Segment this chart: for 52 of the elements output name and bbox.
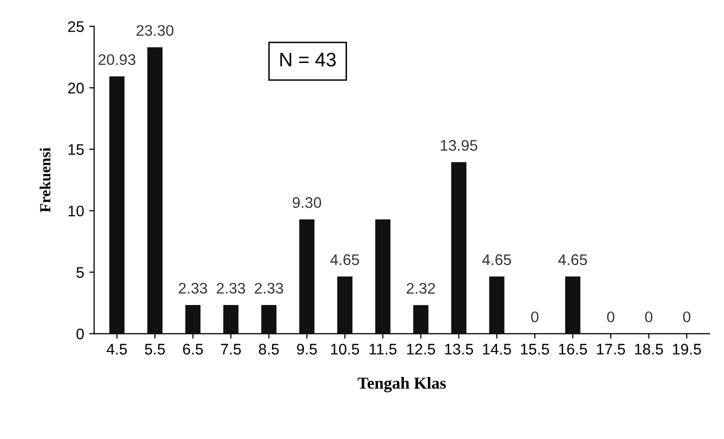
x-tick-label: 15.5 [521, 344, 550, 355]
x-tick-label: 11.5 [370, 344, 396, 355]
x-tick-label: 5.5 [144, 344, 165, 355]
x-tick-label: 8.5 [258, 344, 279, 355]
data-label: 0 [607, 311, 614, 322]
x-axis-title: Tengah Klas [358, 377, 446, 392]
x-tick-label: 19.5 [673, 344, 701, 355]
data-label: 4.65 [558, 254, 587, 266]
data-label: 0 [531, 311, 538, 322]
data-label: 9.30 [292, 197, 322, 208]
data-label: 2.33 [254, 282, 284, 294]
bar [451, 162, 466, 334]
x-tick-label: 16.5 [559, 344, 587, 355]
data-label: 4.65 [482, 254, 512, 266]
annotation: N = 43 [280, 52, 336, 66]
y-tick-label: 25 [68, 21, 84, 32]
data-label: 2.33 [216, 282, 246, 294]
bar [299, 219, 314, 334]
x-tick-label: 14.5 [483, 344, 512, 355]
x-tick-label: 10.5 [331, 344, 360, 355]
data-label: 23.30 [136, 25, 174, 36]
x-tick-label: 12.5 [407, 344, 436, 355]
y-axis-title: Frekuensi [40, 148, 50, 212]
data-label: 0 [683, 311, 690, 322]
data-label: 20.93 [98, 54, 136, 66]
x-tick-label: 17.5 [597, 344, 625, 355]
bar [109, 76, 125, 334]
y-tick-label: 10 [68, 206, 84, 216]
bar [147, 47, 162, 334]
bar [261, 305, 276, 334]
x-tick-label: 13.5 [445, 344, 474, 355]
y-tick-label: 20 [68, 82, 84, 94]
bar [565, 276, 580, 334]
data-label: 4.65 [330, 254, 360, 266]
bar [489, 276, 504, 334]
bar [375, 219, 390, 334]
data-label: 2.32 [406, 282, 435, 294]
x-tick-label: 7.5 [221, 344, 241, 355]
bar [413, 305, 428, 334]
x-tick-label: 9.5 [296, 344, 317, 355]
x-tick-label: 4.5 [106, 344, 127, 355]
data-label: 2.33 [178, 282, 208, 294]
bar [223, 305, 238, 334]
data-label: 13.95 [440, 140, 478, 151]
data-label: 0 [645, 311, 652, 322]
y-tick-label: 5 [76, 267, 84, 278]
x-tick-label: 6.5 [183, 344, 203, 355]
x-tick-label: 18.5 [635, 344, 663, 355]
bar [185, 305, 200, 334]
bar [337, 276, 352, 334]
y-tick-label: 15 [68, 144, 84, 155]
y-tick-label: 0 [76, 328, 84, 340]
